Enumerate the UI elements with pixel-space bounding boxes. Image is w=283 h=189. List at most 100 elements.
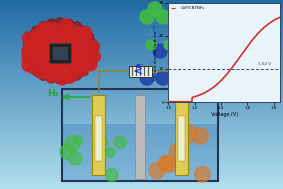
Circle shape [34,66,46,78]
Bar [0,83,283,84]
Text: 1.64 V: 1.64 V [258,62,271,66]
Circle shape [60,145,74,159]
Circle shape [41,63,55,77]
Bar [0,26,283,27]
Bar [63,124,217,180]
Circle shape [97,137,108,147]
Bar [0,131,283,132]
Circle shape [59,54,73,68]
Bar [0,89,283,90]
FancyBboxPatch shape [53,46,68,60]
Bar [0,29,283,30]
Circle shape [74,27,86,39]
Bar [0,46,283,47]
Bar [175,95,188,175]
Circle shape [88,46,98,56]
Circle shape [64,19,74,29]
Bar [0,120,283,121]
Text: O₂: O₂ [175,71,185,81]
Bar [0,109,283,110]
Bar [0,66,283,67]
Bar [0,168,283,169]
Bar [0,163,283,164]
Bar [0,136,283,137]
Bar [0,15,283,16]
Circle shape [73,35,87,49]
Bar [0,158,283,159]
Circle shape [75,64,87,76]
Bar [0,139,283,140]
Bar [0,41,283,42]
Bar [0,13,283,14]
Circle shape [65,23,77,36]
Bar [0,141,283,142]
Bar [0,8,283,9]
Circle shape [78,66,88,76]
Bar [0,2,283,3]
Text: H₂O: H₂O [177,44,193,53]
Circle shape [38,38,52,52]
Bar [0,91,283,92]
Bar [0,102,283,103]
Bar [0,71,283,72]
Bar [0,1,283,2]
Bar [0,96,283,97]
Bar [0,128,283,129]
Circle shape [156,71,170,85]
Bar [0,24,283,25]
Bar [0,116,283,117]
Bar [0,153,283,154]
Bar [0,43,283,44]
Bar [0,104,283,105]
Bar [0,59,283,60]
Bar [0,55,283,56]
Bar [0,121,283,122]
Circle shape [74,48,88,62]
Bar [0,98,283,99]
Circle shape [27,61,38,73]
Bar [0,69,283,70]
Bar [0,176,283,177]
Circle shape [87,39,97,49]
Bar [0,36,283,37]
Bar [0,150,283,151]
Bar [0,185,283,186]
Bar [0,37,283,38]
Bar [0,156,283,157]
Circle shape [146,40,156,50]
Bar [0,9,283,10]
Bar [0,164,283,165]
Bar [0,97,283,98]
Circle shape [49,22,61,34]
Bar [0,167,283,168]
Bar [0,45,283,46]
Circle shape [38,70,48,80]
Circle shape [105,168,118,182]
Circle shape [64,73,74,83]
Bar [0,174,283,175]
Bar [0,118,283,119]
Bar [0,162,283,163]
Bar [0,44,283,45]
Circle shape [54,42,70,58]
Bar [0,166,283,167]
Circle shape [88,51,100,63]
Bar [0,18,283,19]
Bar [0,93,283,94]
Bar [0,181,283,182]
Circle shape [84,42,97,54]
Bar [0,123,283,124]
X-axis label: Voltage (V): Voltage (V) [211,112,238,117]
Circle shape [44,55,58,69]
Circle shape [46,73,57,83]
Bar [0,27,283,28]
Bar [0,40,283,41]
Bar [0,103,283,104]
Bar [0,35,283,36]
Bar [0,76,283,77]
FancyBboxPatch shape [128,66,151,77]
Circle shape [80,60,91,72]
Bar [0,186,283,187]
Bar [0,140,283,141]
Bar [0,90,283,91]
